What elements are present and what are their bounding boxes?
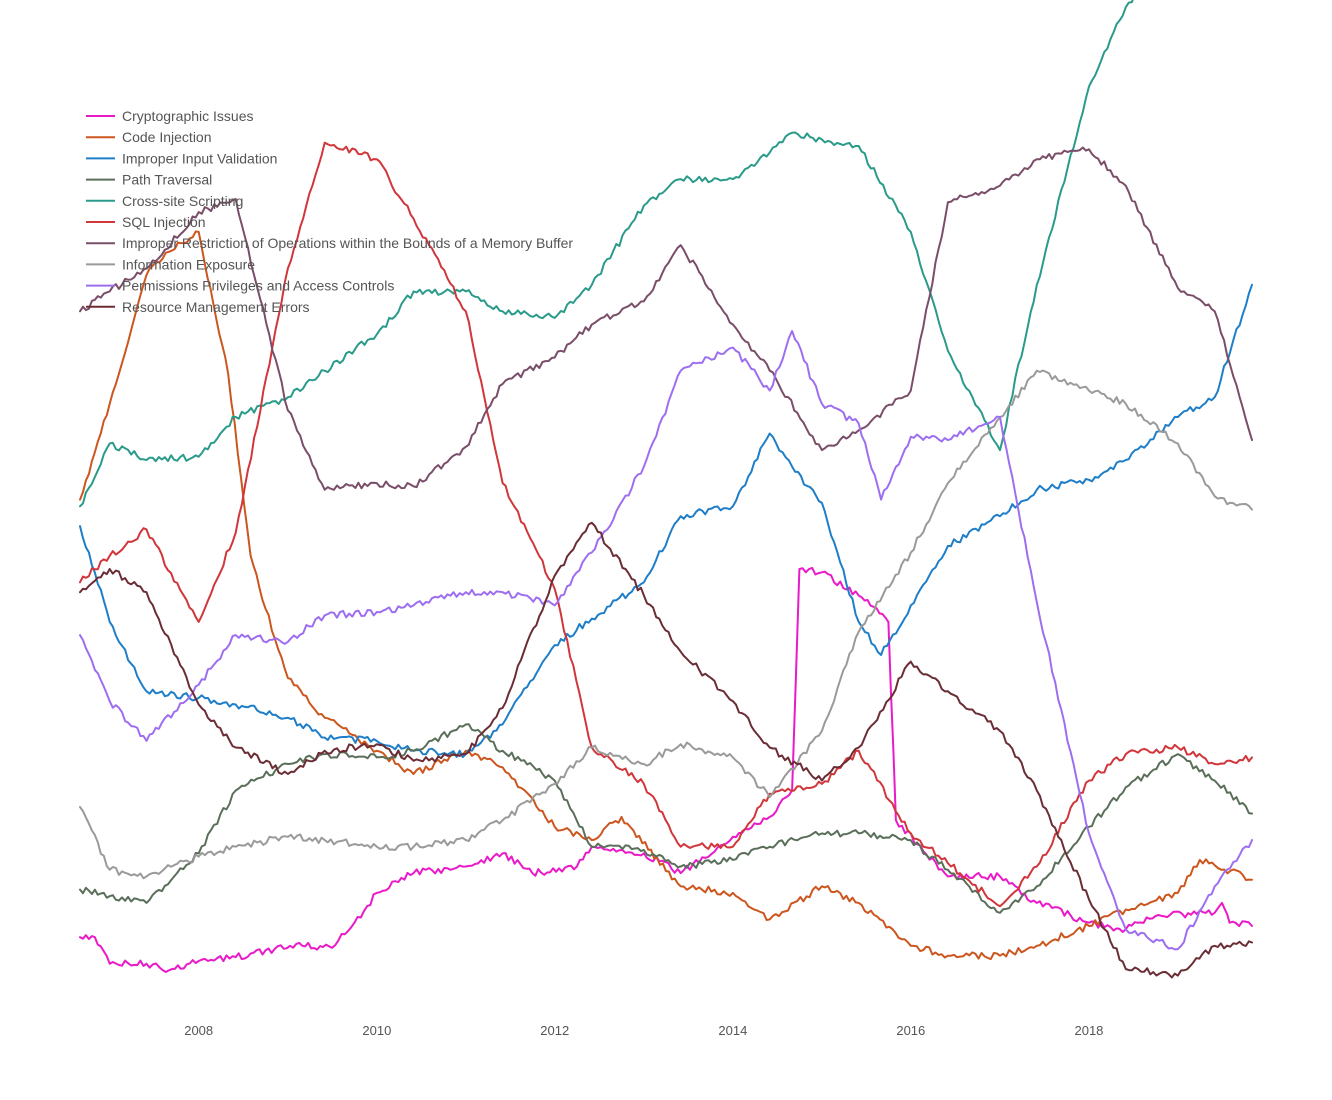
legend-label[interactable]: SQL Injection [122,214,206,230]
x-tick-label: 2016 [896,1023,925,1038]
x-tick-label: 2018 [1074,1023,1103,1038]
x-tick-label: 2012 [540,1023,569,1038]
plot-area [79,0,1253,979]
legend-label[interactable]: Information Exposure [122,256,255,272]
legend-label[interactable]: Cross-site Scripting [122,193,243,209]
x-tick-label: 2010 [362,1023,391,1038]
legend-label[interactable]: Improper Restriction of Operations withi… [122,235,573,251]
legend-label[interactable]: Permissions Privileges and Access Contro… [122,278,394,294]
series-line-2 [79,230,1253,961]
legend-label[interactable]: Resource Management Errors [122,299,310,315]
series-line-3 [79,283,1253,759]
x-tick-label: 2008 [184,1023,213,1038]
legend-label[interactable]: Code Injection [122,129,212,145]
series-line-6 [79,141,1253,908]
x-tick-label: 2014 [718,1023,747,1038]
legend-label[interactable]: Improper Input Validation [122,150,277,166]
legend: Cryptographic Issues Code Injection Improp… [86,108,573,315]
series-line-5 [79,0,1134,508]
series-line-9 [79,330,1253,951]
series-line-10 [79,521,1253,979]
legend-label[interactable]: Path Traversal [122,172,212,188]
series-line-4 [79,723,1253,914]
series-line-7 [79,146,1253,491]
series-line-8 [79,369,1253,880]
series-line-1 [79,566,1253,973]
x-axis: 2008 2010 2012 2014 2016 2018 [184,1023,1103,1038]
legend-label[interactable]: Cryptographic Issues [122,108,254,124]
